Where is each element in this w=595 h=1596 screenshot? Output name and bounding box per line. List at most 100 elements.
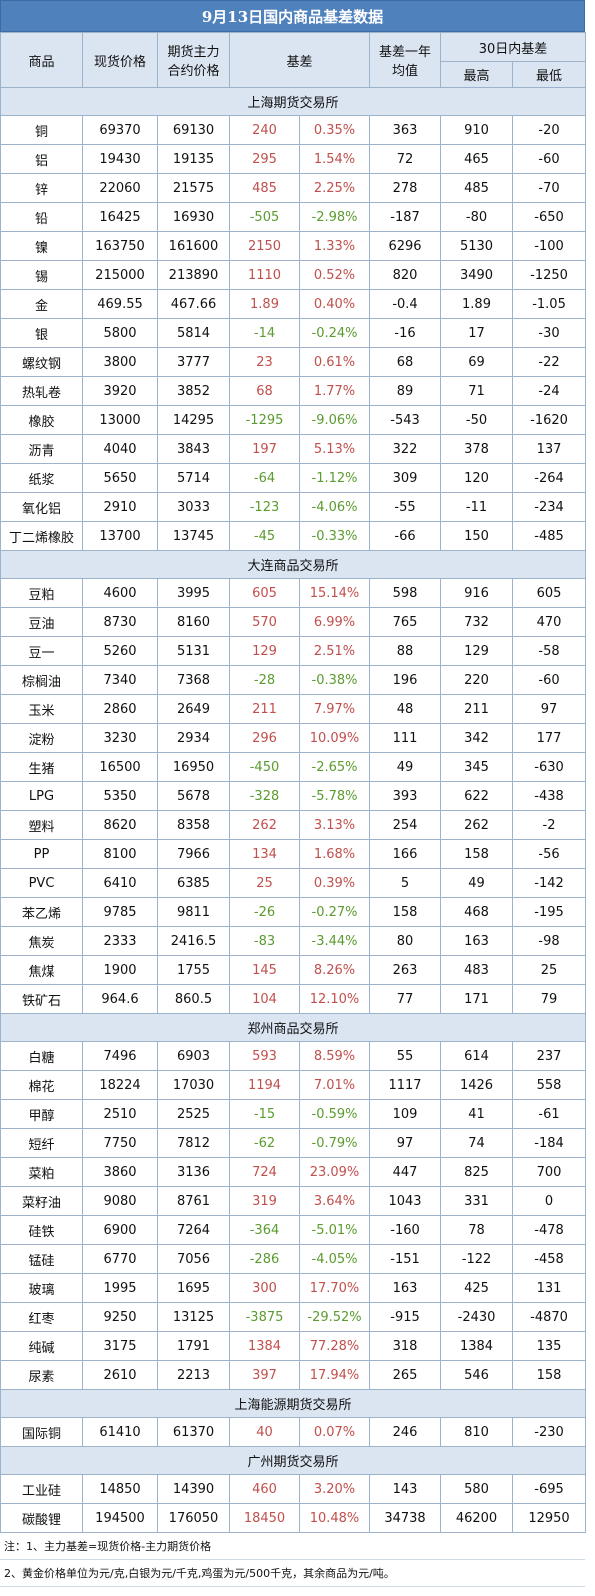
cell-yearly-avg: -66: [369, 521, 442, 551]
cell-futures-price: 3995: [157, 578, 230, 608]
cell-30d-low: -60: [512, 665, 587, 695]
cell-basis: 2150: [229, 231, 300, 261]
cell-futures-price: 14295: [157, 405, 230, 435]
cell-30d-high: 580: [440, 1474, 514, 1504]
cell-spot-price: 14850: [82, 1474, 158, 1504]
cell-basis: 593: [229, 1041, 300, 1071]
header-main-contract-line2: 合约价格: [167, 64, 220, 79]
cell-basis-pct: 1.68%: [298, 839, 371, 869]
cell-basis: 1110: [229, 260, 300, 290]
table-row: 甲醇 2510 2525 -15 -0.59% 109 41 -61: [0, 1099, 587, 1129]
cell-commodity: 菜粕: [0, 1157, 83, 1187]
cell-commodity: 镍: [0, 231, 83, 261]
cell-30d-low: 131: [512, 1273, 587, 1303]
cell-commodity: PP: [0, 839, 83, 869]
cell-30d-high: 171: [440, 984, 514, 1014]
cell-30d-low: 470: [512, 607, 587, 637]
cell-commodity: 橡胶: [0, 405, 83, 435]
cell-30d-low: -230: [512, 1417, 587, 1447]
cell-spot-price: 2610: [82, 1360, 158, 1390]
cell-basis-pct: -0.59%: [298, 1099, 371, 1129]
section-title: 大连商品交易所: [0, 550, 587, 579]
cell-30d-high: 3490: [440, 260, 514, 290]
cell-30d-high: 158: [440, 839, 514, 869]
cell-yearly-avg: 6296: [369, 231, 442, 261]
table-row: 纯碱 3175 1791 1384 77.28% 318 1384 135: [0, 1331, 587, 1361]
cell-basis-pct: 2.25%: [298, 173, 371, 203]
cell-30d-high: 483: [440, 955, 514, 985]
cell-basis: 104: [229, 984, 300, 1014]
cell-basis-pct: 0.35%: [298, 115, 371, 145]
cell-commodity: 豆油: [0, 607, 83, 637]
header-main-contract-line1: 期货主力: [167, 45, 220, 60]
cell-spot-price: 8730: [82, 607, 158, 637]
cell-futures-price: 3136: [157, 1157, 230, 1187]
cell-futures-price: 3033: [157, 492, 230, 522]
header-low: 最低: [512, 61, 587, 88]
cell-30d-low: 177: [512, 723, 587, 753]
cell-30d-high: 1.89: [440, 289, 514, 319]
cell-basis-pct: -0.79%: [298, 1128, 371, 1158]
table-row: 纸浆 5650 5714 -64 -1.12% 309 120 -264: [0, 463, 587, 493]
cell-commodity: 银: [0, 318, 83, 348]
cell-futures-price: 176050: [157, 1503, 230, 1533]
cell-basis: 134: [229, 839, 300, 869]
cell-yearly-avg: 309: [369, 463, 442, 493]
cell-basis: -1295: [229, 405, 300, 435]
cell-spot-price: 7750: [82, 1128, 158, 1158]
table-row: 淀粉 3230 2934 296 10.09% 111 342 177: [0, 723, 587, 753]
table-row: 热轧卷 3920 3852 68 1.77% 89 71 -24: [0, 376, 587, 406]
cell-basis-pct: -0.27%: [298, 897, 371, 927]
cell-futures-price: 213890: [157, 260, 230, 290]
cell-futures-price: 7966: [157, 839, 230, 869]
cell-futures-price: 2525: [157, 1099, 230, 1129]
cell-commodity: 菜籽油: [0, 1186, 83, 1216]
cell-futures-price: 5678: [157, 781, 230, 811]
cell-commodity: 国际铜: [0, 1417, 83, 1447]
cell-yearly-avg: -543: [369, 405, 442, 435]
table-row: 豆粕 4600 3995 605 15.14% 598 916 605: [0, 578, 587, 608]
cell-yearly-avg: 1043: [369, 1186, 442, 1216]
cell-30d-high: 129: [440, 636, 514, 666]
cell-basis-pct: 0.52%: [298, 260, 371, 290]
cell-30d-low: -195: [512, 897, 587, 927]
table-row: 白糖 7496 6903 593 8.59% 55 614 237: [0, 1041, 587, 1071]
cell-futures-price: 5814: [157, 318, 230, 348]
cell-30d-low: -70: [512, 173, 587, 203]
cell-futures-price: 8761: [157, 1186, 230, 1216]
cell-30d-low: -22: [512, 347, 587, 377]
cell-30d-low: 135: [512, 1331, 587, 1361]
cell-basis-pct: -5.01%: [298, 1215, 371, 1245]
cell-basis-pct: 6.99%: [298, 607, 371, 637]
table-row: 铝 19430 19135 295 1.54% 72 465 -60: [0, 144, 587, 174]
table-row: 硅铁 6900 7264 -364 -5.01% -160 78 -478: [0, 1215, 587, 1245]
header-yearly-avg-line1: 基差一年: [379, 45, 432, 60]
table-row: 银 5800 5814 -14 -0.24% -16 17 -30: [0, 318, 587, 348]
cell-spot-price: 8100: [82, 839, 158, 869]
cell-spot-price: 3920: [82, 376, 158, 406]
cell-spot-price: 18224: [82, 1070, 158, 1100]
table-row: 氧化铝 2910 3033 -123 -4.06% -55 -11 -234: [0, 492, 587, 522]
cell-yearly-avg: 246: [369, 1417, 442, 1447]
cell-basis-pct: 2.51%: [298, 636, 371, 666]
cell-commodity: 玉米: [0, 694, 83, 724]
cell-commodity: 棕榈油: [0, 665, 83, 695]
cell-yearly-avg: -187: [369, 202, 442, 232]
cell-commodity: 螺纹钢: [0, 347, 83, 377]
table-row: 锰硅 6770 7056 -286 -4.05% -151 -122 -458: [0, 1244, 587, 1274]
cell-basis: 18450: [229, 1503, 300, 1533]
cell-commodity: 硅铁: [0, 1215, 83, 1245]
cell-basis-pct: -2.98%: [298, 202, 371, 232]
table-row: 玻璃 1995 1695 300 17.70% 163 425 131: [0, 1273, 587, 1303]
cell-commodity: 棉花: [0, 1070, 83, 1100]
cell-basis: 129: [229, 636, 300, 666]
table-row: 橡胶 13000 14295 -1295 -9.06% -543 -50 -1620: [0, 405, 587, 435]
cell-futures-price: 467.66: [157, 289, 230, 319]
cell-futures-price: 860.5: [157, 984, 230, 1014]
cell-basis-pct: -3.44%: [298, 926, 371, 956]
header-basis: 基差: [228, 32, 371, 88]
cell-30d-high: 163: [440, 926, 514, 956]
cell-spot-price: 6410: [82, 868, 158, 898]
table-row: 镍 163750 161600 2150 1.33% 6296 5130 -100: [0, 231, 587, 261]
section-row: 上海期货交易所: [0, 87, 587, 116]
